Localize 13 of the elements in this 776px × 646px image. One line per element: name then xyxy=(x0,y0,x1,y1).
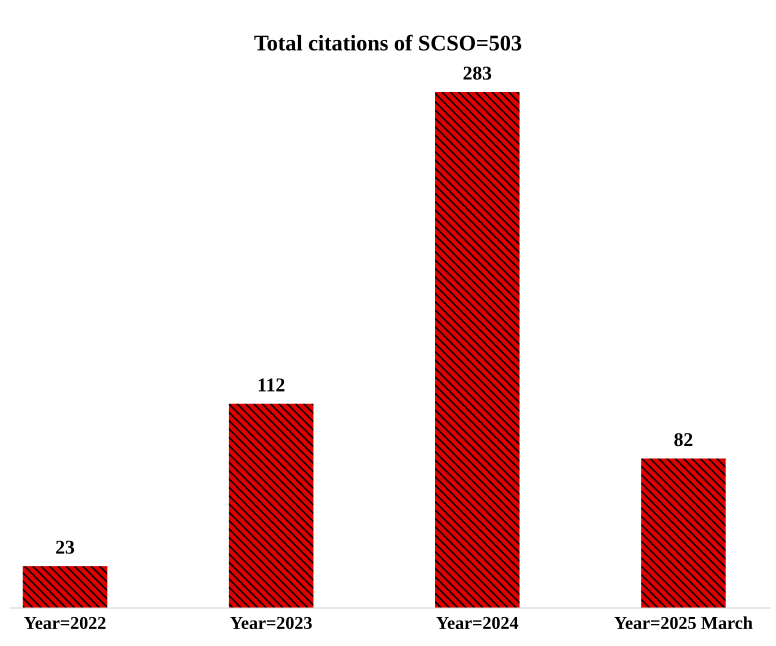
x-tick-label: Year=2024 xyxy=(436,616,518,630)
bar xyxy=(641,458,726,608)
bar xyxy=(228,404,314,608)
chart-title: Total citations of SCSO=503 xyxy=(254,34,522,51)
x-tick-label: Year=2023 xyxy=(230,616,312,630)
data-label: 82 xyxy=(674,433,692,446)
data-label: 23 xyxy=(56,540,74,554)
bar xyxy=(22,566,108,608)
data-label: 112 xyxy=(258,378,284,392)
data-label: 283 xyxy=(464,66,492,80)
x-tick-label: Year=2025 March xyxy=(614,616,753,630)
bar xyxy=(435,92,520,608)
x-tick-label: Year=2022 xyxy=(24,616,106,630)
